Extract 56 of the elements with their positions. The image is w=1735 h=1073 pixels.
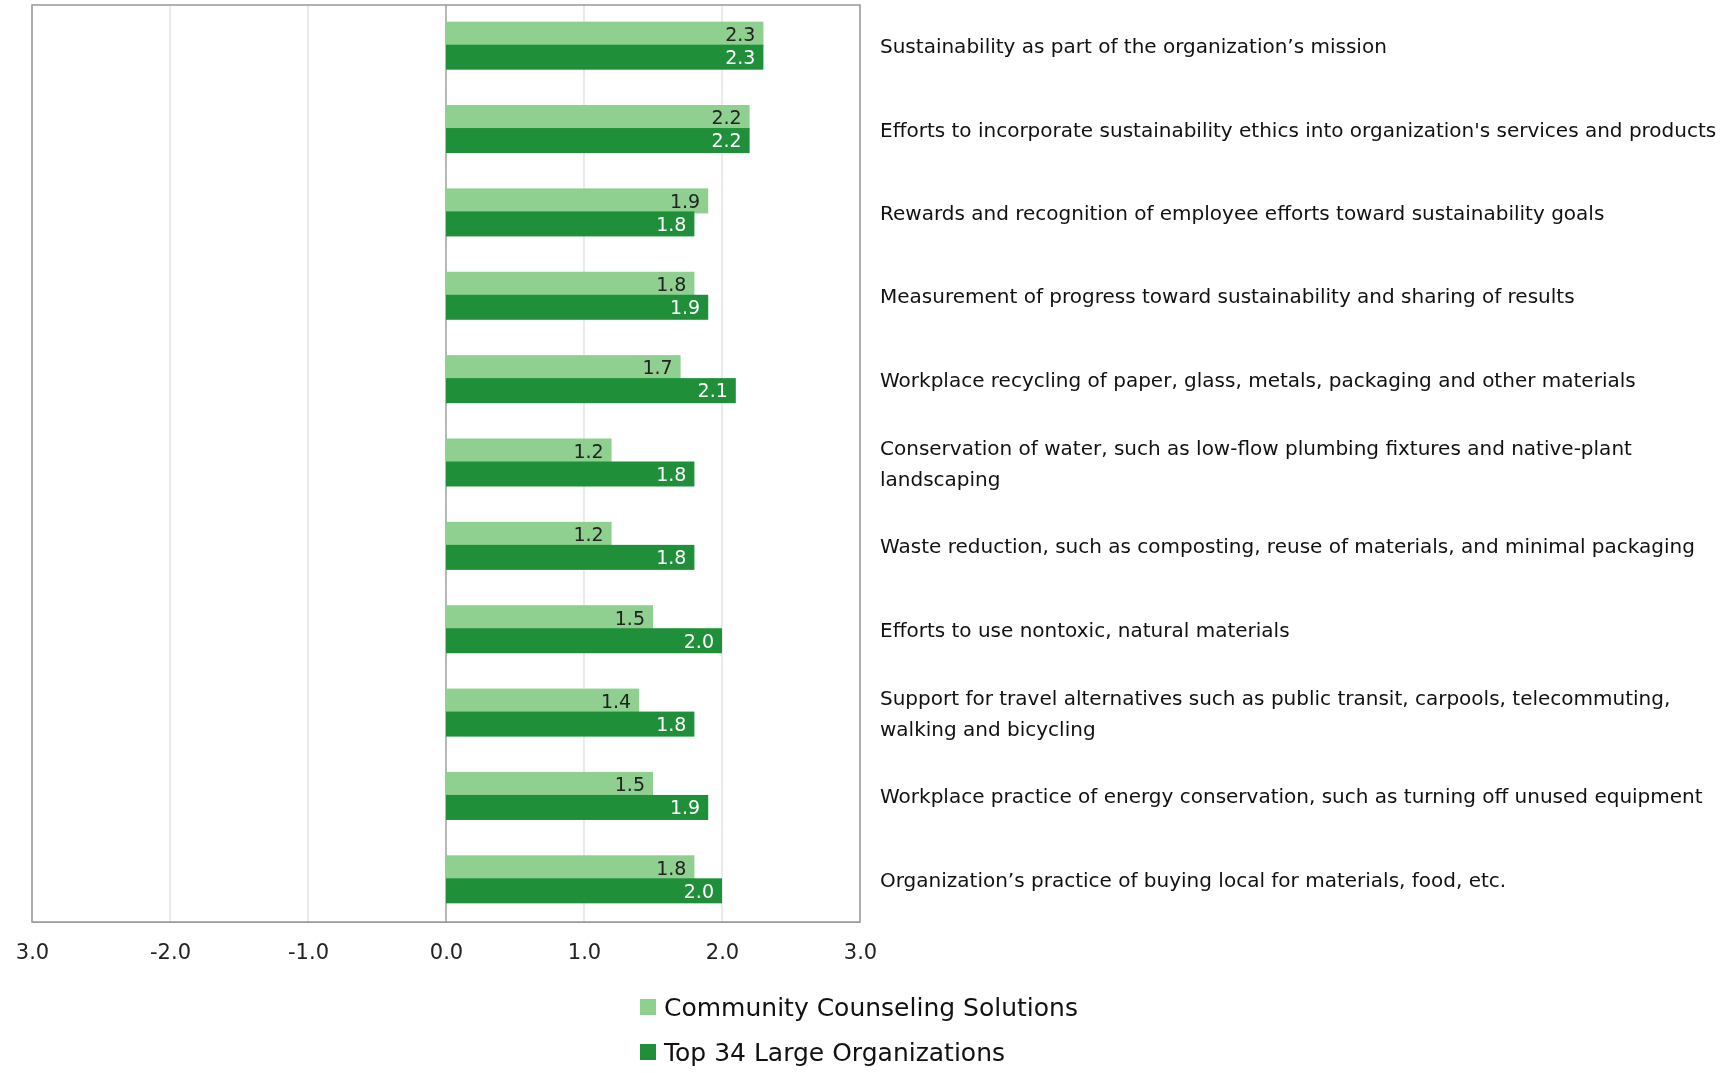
- data-label: 1.8: [656, 712, 687, 735]
- data-label: 1.2: [573, 439, 604, 462]
- bar: [446, 21, 764, 47]
- data-label: 1.8: [656, 212, 687, 235]
- bar: [446, 378, 736, 404]
- x-tick-label: 2.0: [705, 939, 740, 964]
- bar: [446, 105, 750, 131]
- data-label: 2.0: [683, 879, 714, 902]
- y-tick-label: Rewards and recognition of employee efforts toward sustainability goals: [880, 199, 1605, 227]
- data-label: 1.5: [614, 773, 645, 796]
- data-label: 1.8: [656, 462, 687, 485]
- data-label: 2.1: [697, 379, 728, 402]
- legend-label: Top 34 Large Organizations: [663, 1038, 1006, 1067]
- data-label: 2.0: [683, 629, 714, 652]
- x-tick-label: 3.0: [15, 939, 50, 964]
- data-label: 1.5: [614, 606, 645, 629]
- bar: [446, 628, 722, 654]
- data-label: 1.9: [669, 796, 701, 819]
- bar: [446, 211, 695, 237]
- y-tick-label: Support for travel alternatives such as public transit, carpools, telecommuting, walking and bicycling: [880, 684, 1672, 743]
- x-tick-label: -1.0: [288, 939, 329, 964]
- data-label: 1.8: [656, 856, 687, 879]
- y-tick-label: Efforts to incorporate sustainability ethics into organization's services and products: [880, 116, 1717, 144]
- data-label: 1.7: [642, 356, 673, 379]
- y-tick-label: Sustainability as part of the organization’s mission: [880, 33, 1387, 61]
- y-tick-label: Organization’s practice of buying local for materials, food, etc.: [880, 866, 1507, 894]
- bar: [446, 711, 695, 737]
- data-label: 1.8: [656, 273, 687, 296]
- x-tick-label: 0.0: [429, 939, 464, 964]
- data-label: 2.2: [711, 129, 742, 152]
- y-tick-label: Workplace recycling of paper, glass, metals, packaging and other materials: [880, 366, 1636, 394]
- data-label: 1.9: [669, 189, 701, 212]
- bar: [446, 355, 681, 381]
- bar: [446, 461, 695, 487]
- y-tick-label: Waste reduction, such as composting, reuse of materials, and minimal packaging: [880, 533, 1695, 561]
- data-label: 2.2: [711, 106, 742, 129]
- bar: [446, 44, 764, 70]
- x-tick-label: 1.0: [567, 939, 602, 964]
- data-label: 1.8: [656, 546, 687, 569]
- data-label: 1.9: [669, 296, 701, 319]
- bar: [446, 794, 709, 820]
- x-tick-label: 3.0: [843, 939, 878, 964]
- data-label: 2.3: [725, 23, 756, 46]
- data-label: 1.4: [600, 689, 632, 712]
- x-tick-label: -2.0: [150, 939, 191, 964]
- bar: [446, 128, 750, 154]
- data-label: 1.2: [573, 523, 604, 546]
- bar: [446, 294, 709, 320]
- y-tick-label: Efforts to use nontoxic, natural materials: [880, 616, 1290, 644]
- bar: [446, 544, 695, 570]
- bar: [446, 878, 722, 904]
- data-label: 2.3: [725, 46, 756, 69]
- legend-label: Community Counseling Solutions: [664, 993, 1078, 1022]
- y-tick-label: Measurement of progress toward sustainability and sharing of results: [880, 283, 1575, 311]
- y-tick-label: Workplace practice of energy conservation, such as turning off unused equipment: [880, 783, 1703, 811]
- y-tick-label: Conservation of water, such as low-flow plumbing fixtures and native-plant landscaping: [880, 434, 1633, 493]
